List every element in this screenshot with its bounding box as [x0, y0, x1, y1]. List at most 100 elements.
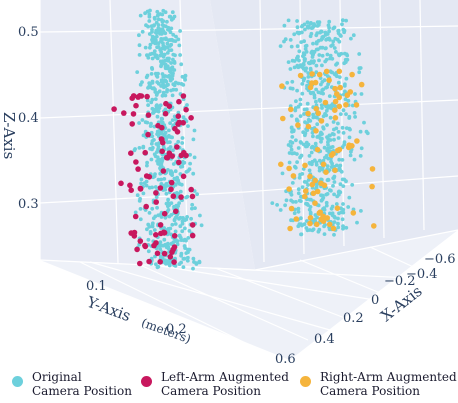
data-point-original — [153, 87, 157, 92]
data-point-original — [295, 160, 299, 165]
data-point-original — [158, 171, 163, 176]
data-point-left-arm — [163, 100, 169, 107]
data-point-original — [149, 141, 154, 146]
x-tick-label-0: 0 — [371, 293, 379, 308]
data-point-original — [141, 144, 146, 149]
data-point-original — [167, 128, 171, 133]
data-point-original — [156, 45, 161, 49]
data-point-original — [187, 229, 192, 233]
data-point-original — [174, 87, 179, 92]
data-point-original — [292, 32, 297, 37]
data-point-original — [172, 14, 177, 19]
data-point-original — [147, 185, 152, 190]
data-point-original — [320, 106, 324, 110]
data-point-original — [345, 53, 350, 58]
data-point-original — [178, 224, 183, 229]
data-point-original — [330, 43, 335, 47]
data-point-left-arm — [145, 131, 151, 138]
data-point-original — [336, 216, 340, 221]
legend-item-right-arm[interactable]: Right-Arm Augmented Camera Position — [300, 370, 458, 398]
data-point-original — [163, 130, 168, 135]
data-point-original — [284, 198, 289, 203]
data-point-original — [188, 161, 193, 166]
y-tick-label-0.2: 0.2 — [166, 322, 187, 337]
data-point-left-arm — [171, 233, 178, 239]
data-point-original — [154, 30, 158, 35]
legend-label-right-arm: Right-Arm Augmented Camera Position — [320, 370, 457, 398]
data-point-left-arm — [189, 232, 196, 239]
data-point-right-arm — [302, 162, 308, 169]
data-point-original — [331, 39, 336, 44]
data-point-original — [146, 237, 151, 242]
data-point-original — [289, 198, 293, 203]
data-point-original — [178, 235, 183, 240]
data-point-left-arm — [133, 159, 139, 165]
data-point-original — [320, 132, 324, 136]
data-point-original — [160, 28, 164, 33]
data-point-original — [353, 92, 357, 96]
data-point-original — [155, 114, 160, 119]
data-point-original — [170, 93, 175, 98]
data-point-right-arm — [369, 183, 375, 190]
data-point-left-arm — [137, 238, 144, 244]
data-point-original — [316, 229, 321, 234]
data-point-original — [152, 228, 157, 232]
data-point-original — [172, 68, 177, 72]
data-point-original — [296, 224, 301, 229]
data-point-original — [169, 26, 174, 31]
data-point-original — [334, 50, 338, 54]
data-point-right-arm — [330, 150, 336, 157]
data-point-original — [156, 177, 161, 182]
data-point-original — [161, 90, 166, 95]
data-point-original — [153, 185, 158, 189]
data-point-original — [300, 82, 305, 86]
data-point-original — [320, 53, 325, 58]
data-point-original — [165, 140, 170, 145]
data-point-original — [164, 191, 169, 196]
data-point-original — [169, 48, 174, 52]
data-point-original — [328, 56, 332, 61]
data-point-original — [291, 129, 296, 134]
data-point-original — [160, 53, 165, 57]
data-point-original — [141, 191, 146, 196]
data-point-left-arm — [132, 213, 139, 220]
data-point-original — [159, 215, 164, 219]
data-point-original — [299, 40, 304, 44]
data-point-original — [306, 71, 311, 75]
data-point-right-arm — [307, 173, 313, 180]
data-point-original — [317, 53, 322, 57]
data-point-right-arm — [371, 223, 377, 229]
data-point-original — [341, 184, 346, 189]
data-point-left-arm — [161, 210, 168, 217]
data-point-original — [323, 223, 327, 227]
data-point-right-arm — [332, 115, 339, 121]
data-point-original — [161, 82, 166, 87]
data-point-original — [290, 181, 295, 185]
data-point-original — [162, 177, 167, 181]
data-point-right-arm — [307, 215, 314, 221]
data-point-original — [168, 68, 173, 73]
legend-label-left-arm: Left-Arm Augmented Camera Position — [161, 370, 289, 398]
data-point-original — [168, 14, 173, 19]
data-point-original — [160, 72, 165, 76]
data-point-original — [318, 45, 323, 50]
data-point-original — [330, 132, 335, 136]
data-point-original — [161, 41, 165, 45]
data-point-left-arm — [153, 199, 159, 205]
data-point-right-arm — [344, 92, 351, 98]
legend-item-left-arm[interactable]: Left-Arm Augmented Camera Position — [141, 370, 291, 398]
data-point-original — [150, 56, 155, 61]
data-point-original — [359, 209, 363, 213]
data-point-original — [341, 202, 345, 206]
data-point-original — [311, 41, 315, 46]
data-point-original — [170, 118, 175, 122]
data-point-left-arm — [135, 94, 141, 100]
data-point-original — [300, 185, 305, 190]
legend-item-original[interactable]: Original Camera Position — [12, 370, 152, 398]
data-point-original — [166, 208, 171, 212]
data-point-original — [151, 40, 156, 45]
data-point-original — [344, 76, 349, 81]
data-point-original — [324, 200, 329, 205]
data-point-original — [349, 149, 353, 154]
data-point-original — [171, 32, 176, 37]
